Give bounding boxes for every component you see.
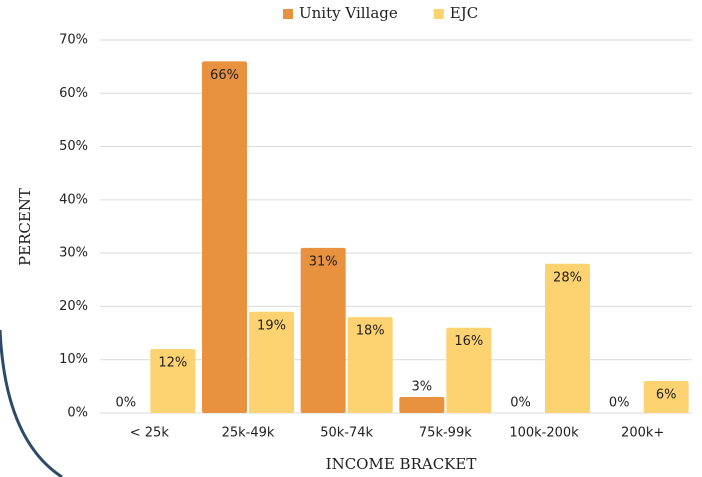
x-tick-label: 200k+ xyxy=(621,426,664,441)
bar xyxy=(202,61,247,414)
x-tick-label: 100k-200k xyxy=(509,426,579,441)
y-tick-label: 0% xyxy=(67,406,88,421)
y-tick-label: 40% xyxy=(59,192,88,207)
x-tick-label: 25k-49k xyxy=(222,426,275,441)
y-tick-label: 70% xyxy=(59,33,88,48)
bar xyxy=(249,311,294,413)
x-tick-label: 75k-99k xyxy=(419,426,472,441)
data-label: 31% xyxy=(309,254,338,269)
data-label: 0% xyxy=(609,396,630,411)
y-tick-label: 60% xyxy=(59,86,88,101)
data-label: 0% xyxy=(116,396,137,411)
y-tick-label: 10% xyxy=(59,352,88,367)
bar xyxy=(150,349,196,413)
data-label: 66% xyxy=(210,68,239,83)
x-tick-label: 50k-74k xyxy=(320,426,373,441)
legend-label: Unity Village xyxy=(299,4,398,22)
y-tick-label: 30% xyxy=(59,246,88,261)
y-axis-title: PERCENT xyxy=(16,188,34,266)
bar xyxy=(446,327,492,413)
data-label: 18% xyxy=(356,324,385,339)
bar xyxy=(643,381,689,413)
legend-swatch xyxy=(283,9,293,19)
data-label: 28% xyxy=(553,270,582,285)
bar xyxy=(300,247,346,413)
data-label: 12% xyxy=(158,356,187,371)
y-tick-label: 20% xyxy=(59,299,88,314)
x-axis-title: INCOME BRACKET xyxy=(326,455,477,473)
data-label: 19% xyxy=(257,318,286,333)
bar xyxy=(399,397,445,413)
y-tick-label: 50% xyxy=(59,139,88,154)
x-tick-label: < 25k xyxy=(130,426,170,441)
data-label: 6% xyxy=(656,388,677,403)
bar xyxy=(545,263,590,413)
legend-label: EJC xyxy=(450,4,478,22)
data-label: 16% xyxy=(454,334,483,349)
data-label: 3% xyxy=(412,380,433,395)
decorative-arc xyxy=(0,329,63,477)
legend-swatch xyxy=(433,9,444,19)
bar xyxy=(347,317,393,413)
data-label: 0% xyxy=(510,396,531,411)
